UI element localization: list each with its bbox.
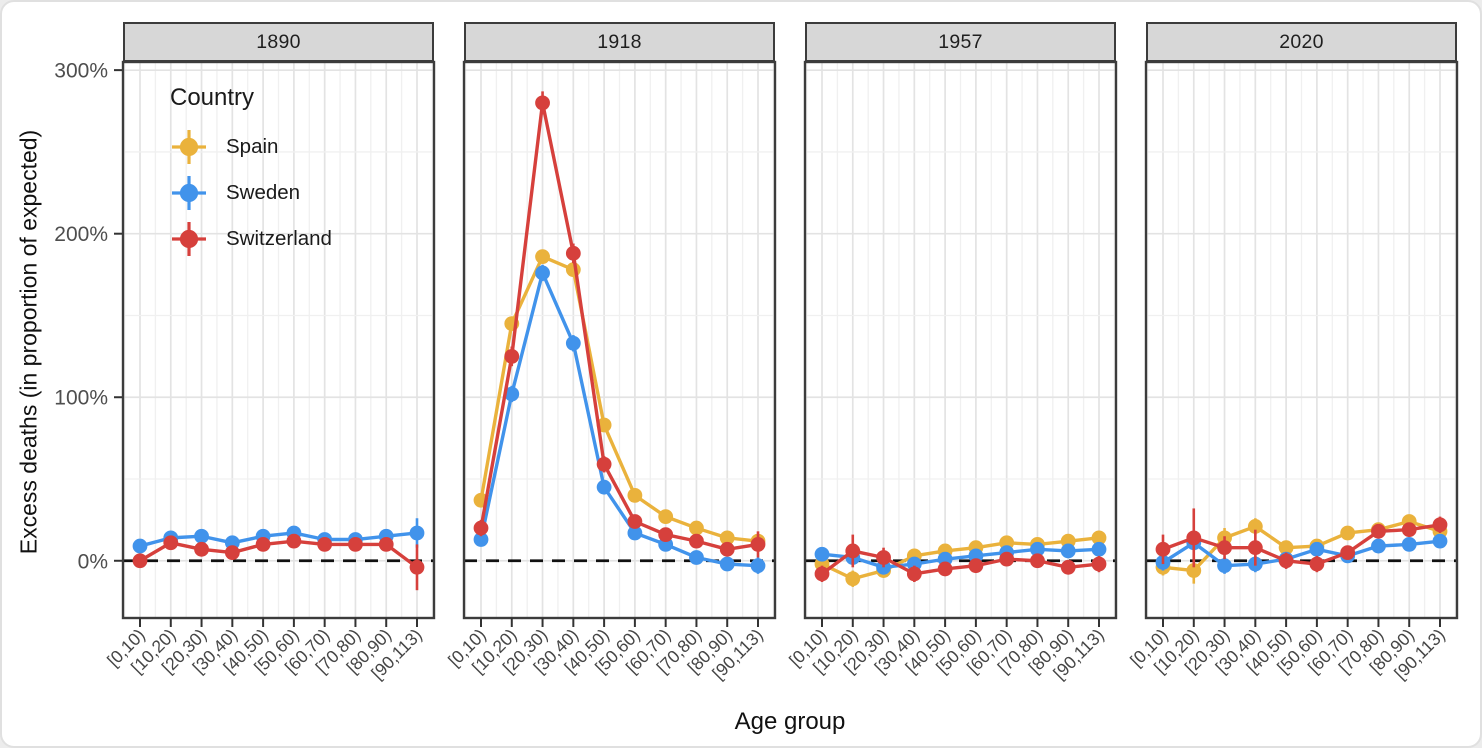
facet-header-label: 2020 (1279, 30, 1324, 53)
point-errorbar-icon (172, 222, 206, 256)
y-axis: 0% 100% 200% 300% (54, 60, 123, 573)
legend-item-switzerland: Switzerland (168, 216, 332, 262)
facet-plot-1918: [0,10)[10,20)[20,30)[30,40)[40,50)[50,60… (444, 60, 777, 683)
legend-item-label: Spain (226, 135, 279, 158)
legend-title: Country (170, 84, 255, 111)
svg-text:200%: 200% (54, 223, 108, 246)
facet-2020: 2020 [0,10) [10,20) [20,30) [30,40) [40,50)[… (1126, 22, 1459, 683)
point-errorbar-icon (172, 176, 206, 210)
facet-plot-1890: [0,10)[10,20)[20,30)[30,40)[40,50)[50,60… (103, 60, 436, 683)
legend-item-spain: Spain (168, 124, 332, 170)
legend-item-sweden: Sweden (168, 170, 332, 216)
facet-1890: 1890 [0,10) [10,20) [20,30) [30,40) [40,50)[… (103, 22, 436, 683)
legend-item-label: Sweden (226, 181, 301, 204)
facet-header: 1918 (464, 22, 775, 62)
facet-header: 1957 (805, 22, 1116, 62)
facet-header-label: 1890 (256, 30, 301, 53)
facet-header: 2020 (1146, 22, 1457, 62)
point-errorbar-icon (172, 130, 206, 164)
chart-legend: Country Spain Sweden Switzerland (168, 84, 332, 262)
facet-header-label: 1957 (938, 30, 983, 53)
legend-item-label: Switzerland (226, 227, 332, 250)
facet-plot-1957: [0,10)[10,20)[20,30)[30,40)[40,50)[50,60… (785, 60, 1118, 683)
svg-text:300%: 300% (54, 60, 108, 83)
facet-1957: 1957 [0,10) [10,20) [20,30) [30,40) [40,50)[… (785, 22, 1118, 683)
facet-header-label: 1918 (597, 30, 642, 53)
facet-1918: 1918 [0,10) [10,20) [20,30) [30,40) [40,50)[… (444, 22, 777, 683)
svg-text:100%: 100% (54, 387, 108, 410)
x-axis-title: Age group (734, 708, 846, 735)
facet-plot-2020: [0,10)[10,20)[20,30)[30,40)[40,50)[50,60… (1126, 60, 1459, 683)
svg-text:0%: 0% (78, 550, 108, 573)
facet-header: 1890 (123, 22, 434, 62)
